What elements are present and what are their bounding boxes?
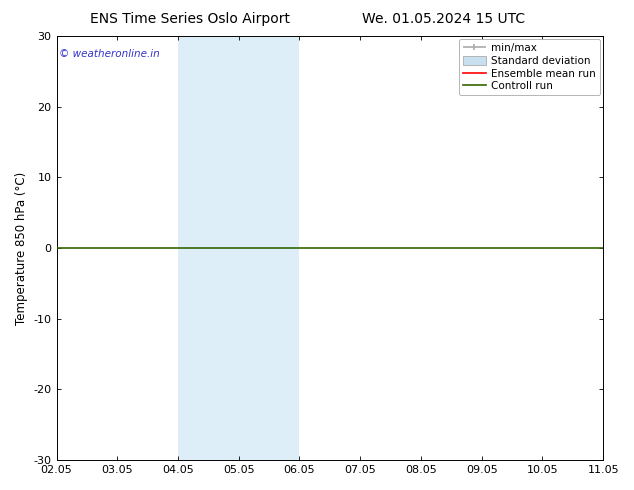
Text: © weatheronline.in: © weatheronline.in [59,49,160,59]
Bar [178,36,299,460]
Text: We. 01.05.2024 15 UTC: We. 01.05.2024 15 UTC [362,12,526,26]
Bar [603,36,634,460]
Text: ENS Time Series Oslo Airport: ENS Time Series Oslo Airport [90,12,290,26]
Y-axis label: Temperature 850 hPa (°C): Temperature 850 hPa (°C) [15,172,28,325]
Legend: min/max, Standard deviation, Ensemble mean run, Controll run: min/max, Standard deviation, Ensemble me… [459,39,600,96]
